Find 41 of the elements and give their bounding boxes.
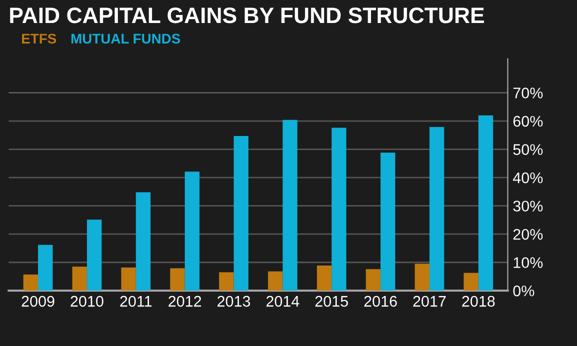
x-tick-label: 2011 <box>120 296 152 307</box>
x-tick-label: 2013 <box>218 296 250 307</box>
bar <box>380 152 396 291</box>
x-tick-label: 2014 <box>266 296 300 307</box>
bar <box>478 115 494 291</box>
bar <box>282 120 298 291</box>
x-tick-label: 2017 <box>413 296 446 307</box>
bar <box>219 272 234 291</box>
chart-title: PAID CAPITAL GAINS BY FUND STRUCTURE <box>10 8 484 24</box>
y-tick-label: 30% <box>513 200 543 212</box>
bar <box>121 267 136 291</box>
bar <box>332 128 346 291</box>
y-tick-label: 60% <box>513 116 543 127</box>
y-tick-label: 50% <box>513 144 543 155</box>
bar <box>38 244 53 291</box>
x-tick-label: 2010 <box>70 296 104 307</box>
x-tick-label: 2018 <box>462 296 495 307</box>
bar <box>170 268 185 291</box>
x-tick-label: 2012 <box>168 296 202 307</box>
y-tick-label: 40% <box>512 172 543 184</box>
bar <box>414 264 430 291</box>
bar <box>316 265 332 291</box>
x-tick-label: 2015 <box>315 296 348 307</box>
bar <box>86 220 102 291</box>
y-tick-label: 20% <box>513 228 543 240</box>
x-tick-label: 2016 <box>364 296 397 307</box>
bar <box>184 172 200 291</box>
y-tick-label: 70% <box>513 88 543 98</box>
x-tick-label: 2009 <box>22 296 54 307</box>
bar <box>72 266 87 291</box>
bar <box>464 272 478 291</box>
bar <box>268 271 283 291</box>
bar <box>136 192 151 291</box>
text: ETFS <box>22 34 56 44</box>
y-tick-label: 0% <box>513 286 534 296</box>
bar <box>234 136 248 291</box>
text: MUTUAL FUNDS <box>71 34 180 44</box>
bar <box>429 126 444 291</box>
bar <box>366 269 381 291</box>
y-tick-label: 10% <box>514 257 543 268</box>
bar <box>23 274 38 291</box>
